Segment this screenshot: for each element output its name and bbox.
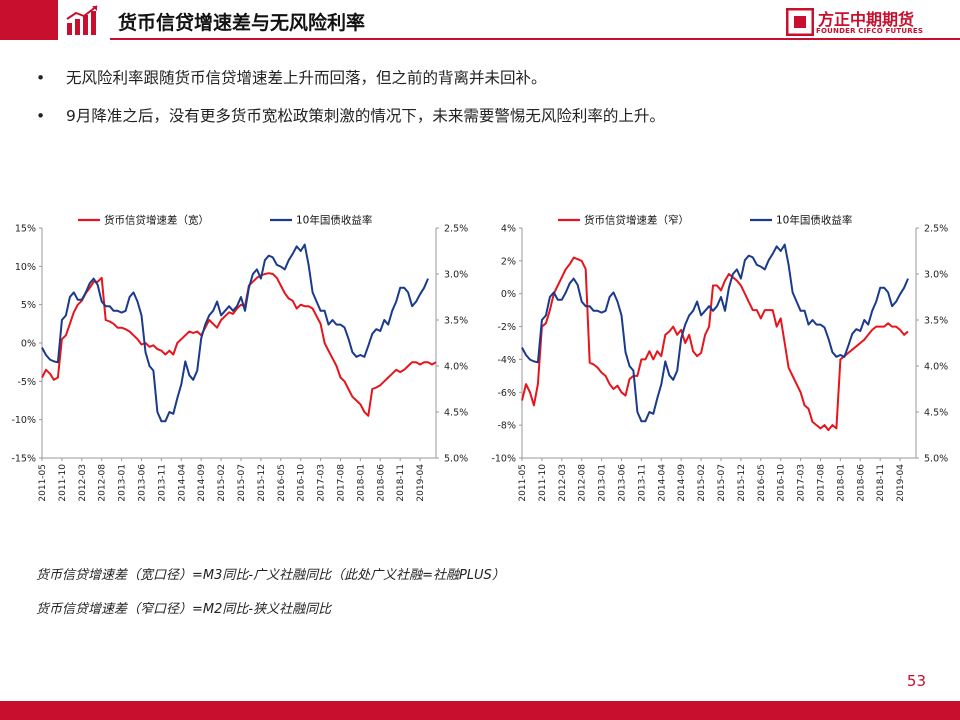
title-accent-block [0,0,58,40]
x-tick-label: 2016-10 [777,464,787,502]
y-tick-label-right: 4.5% [924,408,948,419]
x-tick-label: 2015-12 [737,464,747,502]
x-tick-label: 2013-11 [637,464,647,502]
x-tick-label: 2013-01 [118,464,128,502]
series-line-spread [41,272,437,417]
chart-broad-spread: 15% 10% 5% 0% -5% -10% -15% 2.5% 3.0% 3.5% 4.0% 4.5… [11,214,468,502]
growth-chart-icon [66,5,98,35]
y-tick-label-right: 4.0% [444,362,468,373]
title-bar: 货币信贷增速差与无风险利率 方正中期期货 FOUNDER CIFCO FUTUR… [0,0,960,40]
x-tick-label: 2017-03 [317,464,327,502]
x-tick-label: 2017-03 [797,464,807,502]
x-tick-label: 2015-12 [257,464,267,502]
x-tick-label: 2013-06 [137,464,147,502]
y-tick-label-left: 0% [21,339,36,350]
x-tick-label: 2012-03 [558,464,568,502]
y-tick-label-left: 0% [501,289,516,300]
y-tick-label-left: 15% [15,224,36,235]
x-tick-label: 2018-11 [876,464,886,502]
brand-name-en: FOUNDER CIFCO FUTURES [816,27,924,35]
y-tick-label-left: -10% [11,415,36,426]
x-tick-label: 2014-09 [677,464,687,502]
footnotes: 货币信贷增速差（宽口径）=M3同比-广义社融同比（此处广义社融=社融PLUS） … [36,566,505,634]
y-tick-label-left: 4% [501,224,516,235]
x-tick-label: 2018-06 [856,464,866,502]
x-tick-label: 2015-07 [237,464,247,502]
legend-label: 10年国债收益率 [776,214,852,227]
legend-label: 货币信贷增速差（窄） [584,214,689,227]
x-tick-label: 2018-01 [356,464,366,502]
x-tick-label: 2011-05 [38,464,48,502]
footer-bar [0,701,960,720]
x-tick-label: 2015-07 [717,464,727,502]
x-tick-label: 2011-05 [518,464,528,502]
x-tick-label: 2012-08 [98,464,108,502]
x-tick-label: 2013-01 [598,464,608,502]
y-tick-label-left: 2% [501,256,516,267]
y-tick-label-left: -6% [498,388,517,399]
bullet-item: 无风险利率跟随货币信贷增速差上升而回落，但之前的背离并未回补。 [36,68,936,88]
y-tick-label-right: 3.0% [444,270,468,281]
legend-label: 10年国债收益率 [296,214,372,227]
y-tick-label-left: -10% [491,454,516,465]
page-number: 53 [906,672,926,690]
x-tick-label: 2017-08 [336,464,346,502]
title-underline [110,38,960,40]
x-tick-label: 2013-11 [157,464,167,502]
x-tick-label: 2018-11 [396,464,406,502]
x-tick-label: 2011-10 [58,464,68,502]
page-title: 货币信贷增速差与无风险利率 [118,12,366,34]
y-tick-label-right: 3.0% [924,270,948,281]
y-tick-label-left: -8% [498,421,517,432]
y-tick-label-right: 3.5% [444,316,468,327]
y-tick-label-left: 10% [15,262,36,273]
x-tick-label: 2014-04 [657,464,667,502]
y-tick-label-left: -2% [498,322,517,333]
bullet-item: 9月降准之后，没有更多货币宽松政策刺激的情况下，未来需要警惕无风险利率的上升。 [36,106,936,126]
footnote-narrow: 货币信贷增速差（窄口径）=M2同比-狭义社融同比 [36,602,332,617]
x-tick-label: 2012-03 [78,464,88,502]
x-tick-label: 2018-01 [836,464,846,502]
x-tick-label: 2015-02 [217,464,227,502]
footnote-broad: 货币信贷增速差（宽口径）=M3同比-广义社融同比（此处广义社融=社融PLUS） [36,568,505,583]
legend-label: 货币信贷增速差（宽） [104,214,209,227]
x-tick-label: 2016-05 [757,464,767,502]
brand-name: 方正中期期货 [818,10,915,29]
y-tick-label-right: 5.0% [444,454,468,465]
x-tick-label: 2016-05 [277,464,287,502]
x-tick-label: 2013-06 [617,464,627,502]
series-line-bond-yield [41,243,429,423]
founder-logo-icon [786,8,814,36]
x-tick-label: 2011-10 [538,464,548,502]
y-tick-label-left: -15% [11,454,36,465]
x-tick-label: 2019-04 [896,464,906,502]
bullet-list: 无风险利率跟随货币信贷增速差上升而回落，但之前的背离并未回补。 9月降准之后，没… [36,68,936,144]
x-tick-label: 2019-04 [416,464,426,502]
y-tick-label-left: 5% [21,300,36,311]
x-tick-label: 2015-02 [697,464,707,502]
series-line-spread [521,256,909,432]
series-line-bond-yield [521,243,909,423]
y-tick-label-right: 5.0% [924,454,948,465]
chart-narrow-spread: 4% 2% 0% -2% -4% -6% -8% -10% 2.5% 3.0% 3.5% 4.0% 4.… [491,214,948,502]
y-tick-label-left: -4% [498,355,517,366]
x-tick-label: 2012-08 [578,464,588,502]
x-tick-label: 2014-09 [197,464,207,502]
y-tick-label-right: 2.5% [444,224,468,235]
x-tick-label: 2016-10 [297,464,307,502]
x-tick-label: 2017-08 [816,464,826,502]
x-tick-label: 2014-04 [177,464,187,502]
y-tick-label-right: 4.0% [924,362,948,373]
y-tick-label-right: 4.5% [444,408,468,419]
brand-logo: 方正中期期货 FOUNDER CIFCO FUTURES [786,6,946,38]
y-tick-label-right: 2.5% [924,224,948,235]
y-tick-label-left: -5% [18,377,37,388]
x-tick-label: 2018-06 [376,464,386,502]
y-tick-label-right: 3.5% [924,316,948,327]
